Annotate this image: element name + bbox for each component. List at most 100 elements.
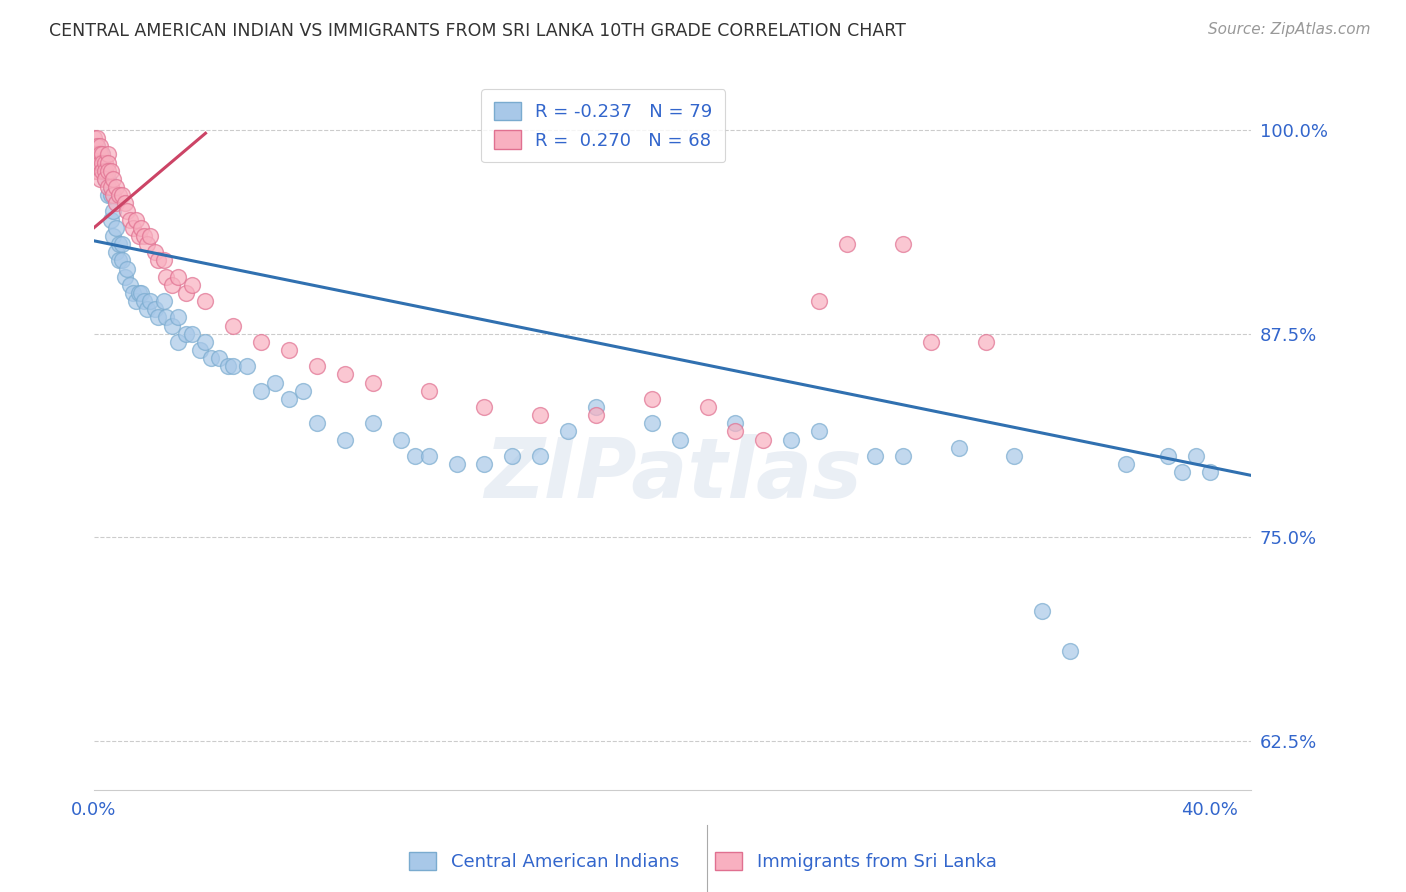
Point <box>780 433 803 447</box>
Point <box>143 302 166 317</box>
Point <box>143 245 166 260</box>
Point <box>724 425 747 439</box>
Point <box>111 253 134 268</box>
Point <box>122 220 145 235</box>
Point <box>86 131 108 145</box>
Point <box>89 155 111 169</box>
Point <box>1002 449 1025 463</box>
Point <box>128 228 150 243</box>
Point <box>100 180 122 194</box>
Point <box>418 384 440 398</box>
Point <box>278 343 301 357</box>
Point <box>114 196 136 211</box>
Point <box>333 368 356 382</box>
Point <box>891 449 914 463</box>
Point <box>200 351 222 365</box>
Point <box>100 212 122 227</box>
Point <box>120 212 142 227</box>
Point <box>114 269 136 284</box>
Point <box>111 188 134 202</box>
Point <box>117 204 139 219</box>
Point <box>752 433 775 447</box>
Point <box>361 376 384 390</box>
Point <box>696 400 718 414</box>
Point <box>333 433 356 447</box>
Point <box>641 392 664 406</box>
Point <box>501 449 523 463</box>
Point <box>668 433 690 447</box>
Point <box>94 172 117 186</box>
Point <box>100 188 122 202</box>
Point <box>97 188 120 202</box>
Point <box>111 237 134 252</box>
Text: Source: ZipAtlas.com: Source: ZipAtlas.com <box>1208 22 1371 37</box>
Point <box>264 376 287 390</box>
Point <box>89 172 111 186</box>
Point <box>105 245 128 260</box>
Point <box>180 277 202 292</box>
Point <box>91 163 114 178</box>
Point <box>83 147 105 161</box>
Point <box>120 277 142 292</box>
Point <box>808 294 831 309</box>
Point <box>94 163 117 178</box>
Point <box>155 310 177 325</box>
Point <box>89 147 111 161</box>
Point <box>585 400 607 414</box>
Point <box>160 318 183 333</box>
Point <box>134 294 156 309</box>
Point <box>152 294 174 309</box>
Point <box>250 334 273 349</box>
Text: CENTRAL AMERICAN INDIAN VS IMMIGRANTS FROM SRI LANKA 10TH GRADE CORRELATION CHAR: CENTRAL AMERICAN INDIAN VS IMMIGRANTS FR… <box>49 22 905 40</box>
Point <box>920 334 942 349</box>
Point <box>86 139 108 153</box>
Point <box>135 302 157 317</box>
Point <box>97 155 120 169</box>
Point <box>1157 449 1180 463</box>
Point <box>103 228 125 243</box>
Point <box>307 359 329 374</box>
Point <box>97 172 120 186</box>
Point <box>418 449 440 463</box>
Point <box>835 237 858 252</box>
Point <box>160 277 183 292</box>
Point <box>948 441 970 455</box>
Point <box>89 155 111 169</box>
Point <box>91 155 114 169</box>
Point <box>217 359 239 374</box>
Point <box>103 172 125 186</box>
Legend: R = -0.237   N = 79, R =  0.270   N = 68: R = -0.237 N = 79, R = 0.270 N = 68 <box>481 89 725 162</box>
Point <box>122 285 145 300</box>
Point <box>108 237 131 252</box>
Point <box>105 180 128 194</box>
Point <box>100 163 122 178</box>
Legend: Central American Indians, Immigrants from Sri Lanka: Central American Indians, Immigrants fro… <box>402 845 1004 879</box>
Point <box>585 408 607 422</box>
Point <box>474 457 496 471</box>
Point <box>89 147 111 161</box>
Point <box>131 220 153 235</box>
Point <box>1184 449 1206 463</box>
Point <box>166 334 188 349</box>
Point <box>1170 465 1192 479</box>
Point <box>125 294 148 309</box>
Point <box>138 294 160 309</box>
Point <box>194 334 217 349</box>
Point <box>188 343 211 357</box>
Point <box>976 334 998 349</box>
Text: ZIPatlas: ZIPatlas <box>484 434 862 515</box>
Point <box>138 228 160 243</box>
Point <box>83 131 105 145</box>
Point <box>863 449 886 463</box>
Point <box>194 294 217 309</box>
Point <box>174 326 197 341</box>
Point <box>108 253 131 268</box>
Point <box>641 417 664 431</box>
Point <box>250 384 273 398</box>
Point <box>1115 457 1137 471</box>
Point <box>91 147 114 161</box>
Point <box>125 212 148 227</box>
Point <box>292 384 315 398</box>
Point <box>724 417 747 431</box>
Point <box>134 228 156 243</box>
